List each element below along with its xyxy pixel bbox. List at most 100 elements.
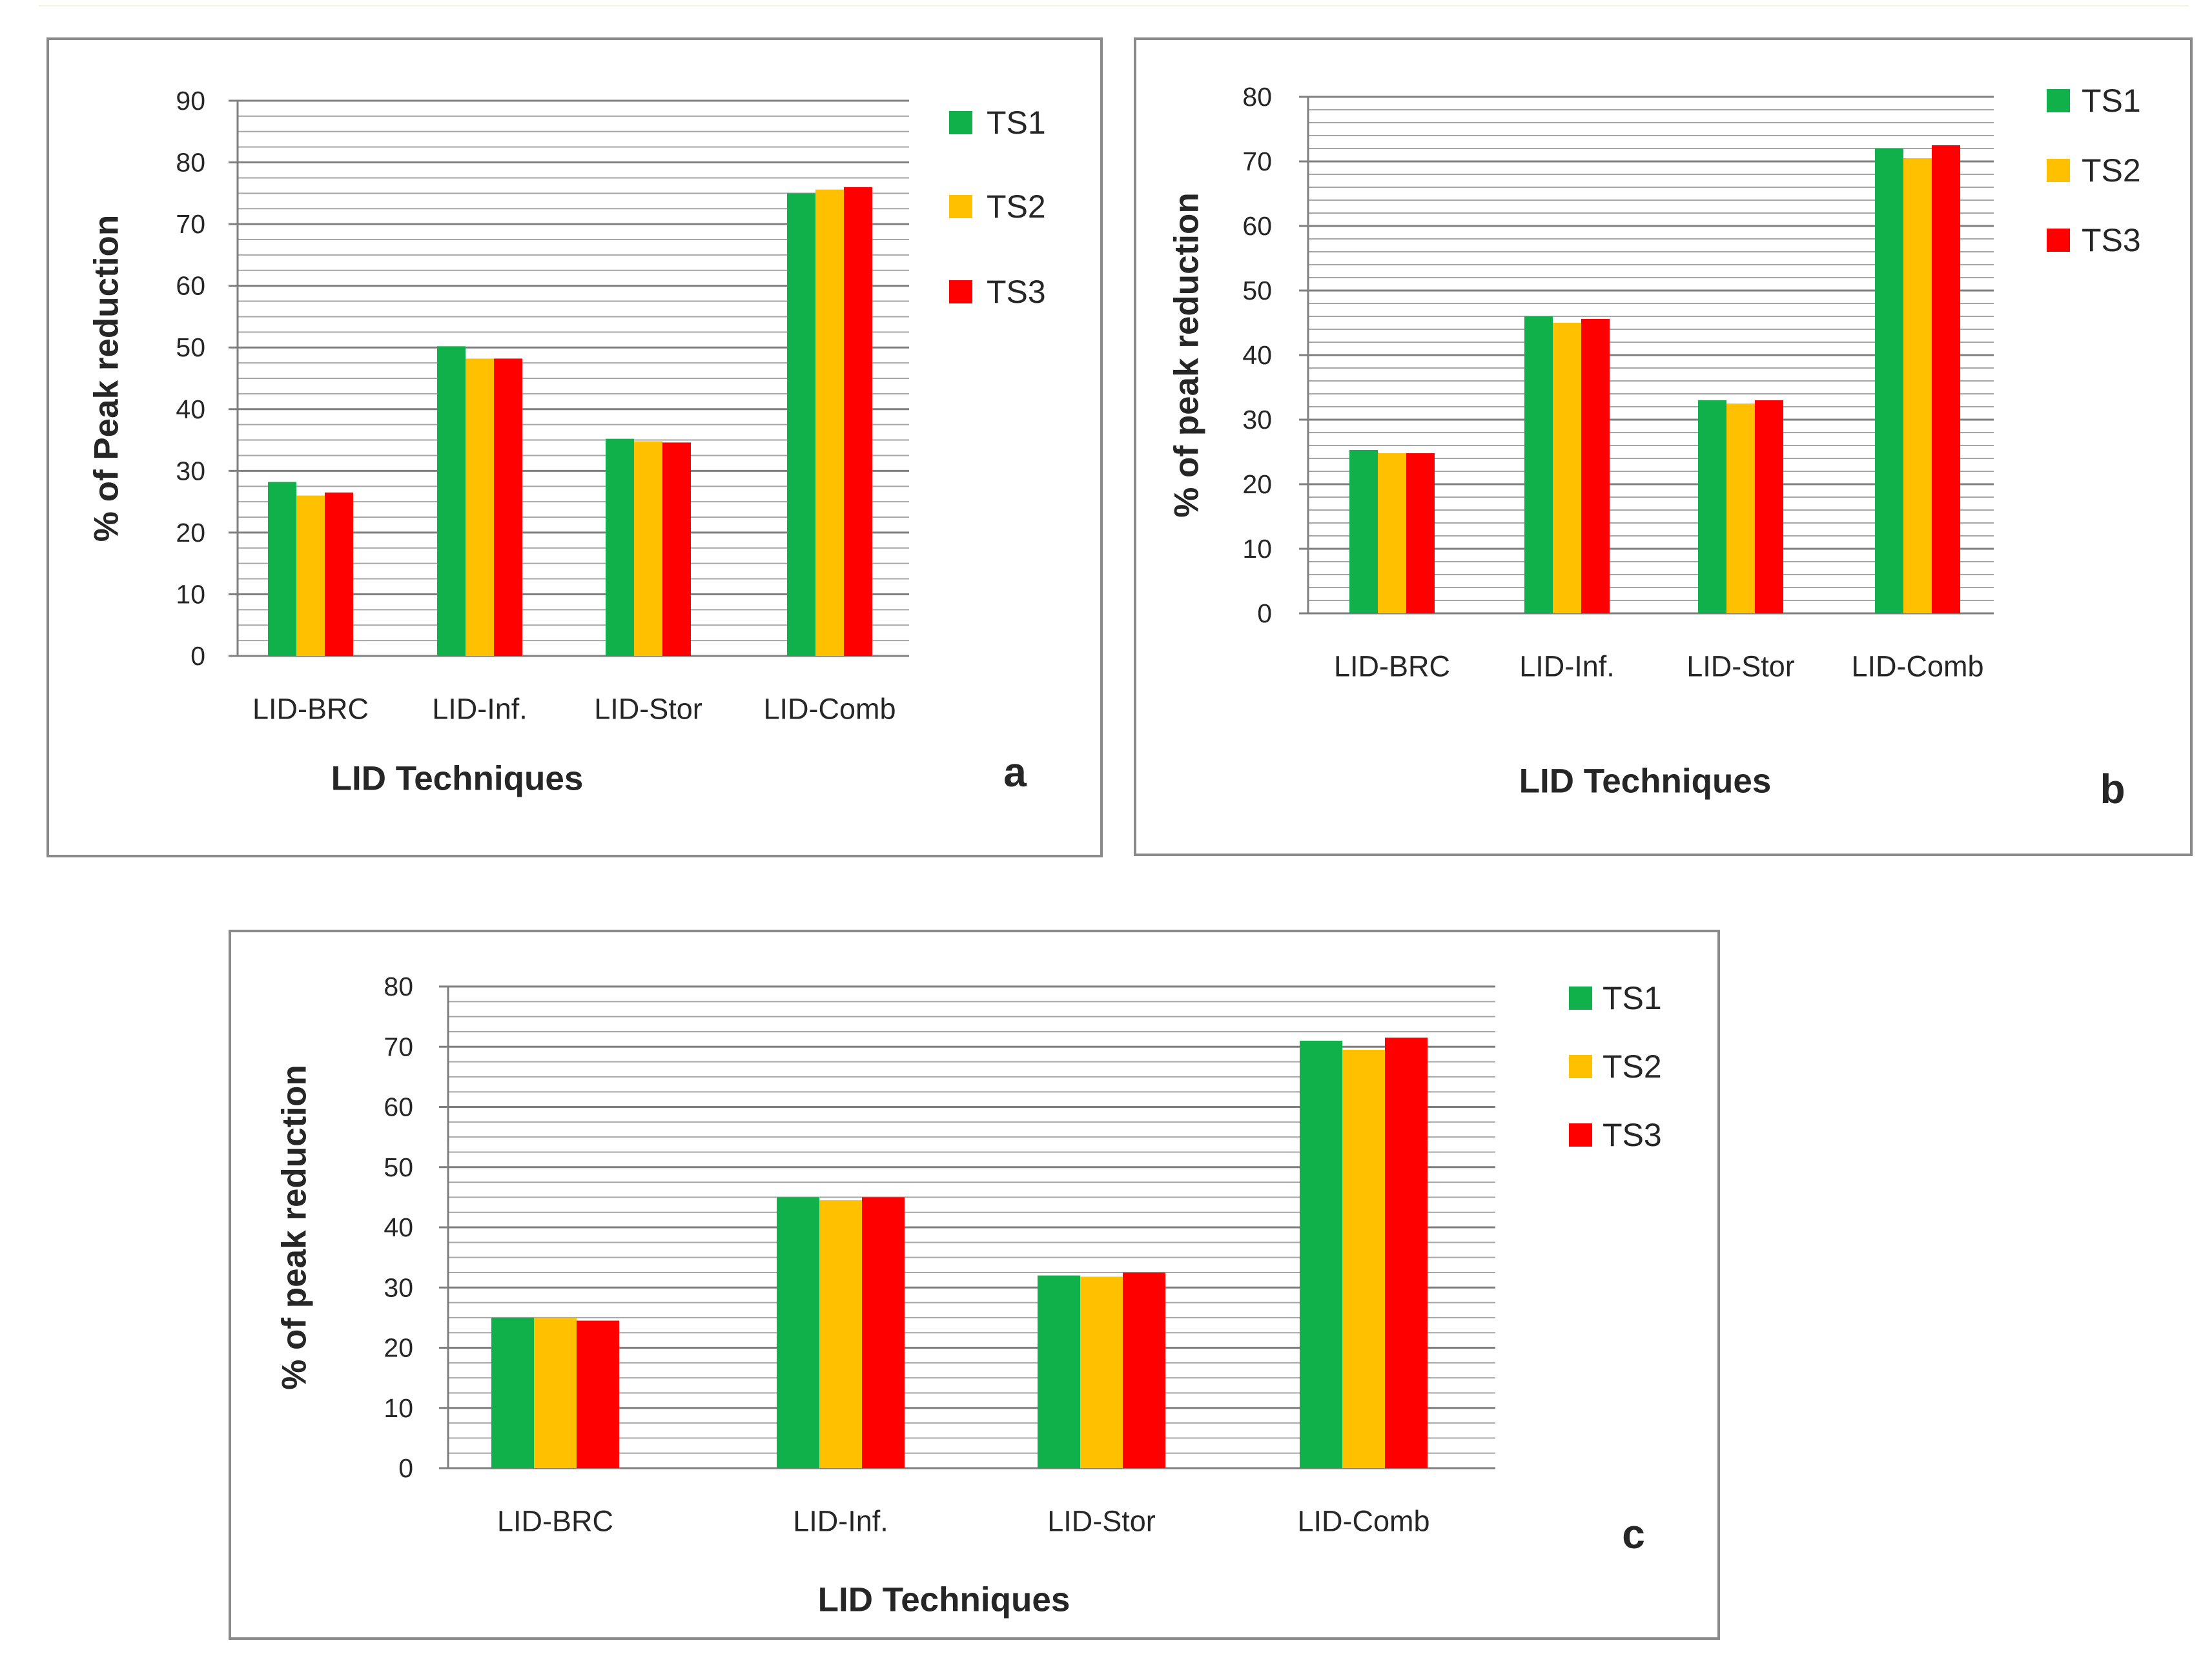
- bar-ts2-lid-comb: [1342, 1049, 1385, 1468]
- legend-swatch-ts3: [949, 280, 972, 303]
- top-divider: [39, 5, 2189, 6]
- legend-label-ts1: TS1: [987, 105, 1046, 141]
- x-category-label: LID-BRC: [252, 693, 369, 726]
- y-tick-label: 0: [1257, 598, 1272, 628]
- legend-swatch-ts2: [949, 195, 972, 218]
- bar-ts3-lid-inf: [494, 358, 522, 656]
- x-category-label: LID-Comb: [1297, 1505, 1429, 1538]
- y-tick-label: 70: [384, 1032, 413, 1061]
- chart-panel-a: 0 10 20 30 40 50 60 70 80 90 LID-BRC LID-Inf. LID-St…: [88, 86, 1046, 798]
- bar-ts3-lid-brc: [577, 1320, 619, 1468]
- bar-ts2-lid-comb: [815, 189, 844, 657]
- legend-swatch-ts1: [1569, 987, 1592, 1010]
- y-tick-label: 40: [1242, 340, 1272, 370]
- y-tick-label: 60: [384, 1092, 413, 1122]
- y-tick-label: 0: [190, 641, 205, 671]
- x-axis-title: LID Techniques: [1519, 762, 1772, 801]
- bar-ts2-lid-comb: [1903, 158, 1932, 613]
- y-tick-label: 60: [1242, 211, 1272, 241]
- bar-ts2-lid-brc: [1378, 453, 1406, 613]
- legend-label-ts3: TS3: [987, 274, 1046, 310]
- legend-label-ts1: TS1: [1603, 980, 1662, 1016]
- y-tick-label: 50: [1242, 276, 1272, 305]
- panel-letter: c: [1622, 1511, 1645, 1557]
- x-category-label: LID-BRC: [497, 1505, 613, 1538]
- bar-ts3-lid-inf: [862, 1197, 905, 1468]
- y-tick-label: 70: [176, 209, 205, 239]
- bar-ts1-lid-stor: [606, 438, 634, 656]
- bar-ts2-lid-brc: [296, 495, 325, 656]
- chart-panel-c: 0 10 20 30 40 50 60 70 80 LID-BRC LID-Inf. LID-Stor…: [276, 972, 1662, 1619]
- bar-ts2-lid-stor: [1080, 1276, 1123, 1468]
- bar-ts1-lid-stor: [1038, 1275, 1080, 1468]
- x-category-label: LID-Stor: [1686, 650, 1795, 683]
- bar-ts2-lid-stor: [634, 441, 662, 656]
- bar-ts1-lid-comb: [1300, 1040, 1342, 1468]
- y-tick-label: 20: [384, 1333, 413, 1363]
- panel-letter: a: [1003, 749, 1027, 795]
- bar-ts3-lid-comb: [844, 187, 872, 656]
- legend-swatch-ts2: [2047, 159, 2070, 182]
- y-tick-label: 40: [384, 1212, 413, 1242]
- bar-ts1-lid-stor: [1698, 400, 1726, 613]
- y-tick-label: 70: [1242, 147, 1272, 176]
- bar-ts2-lid-inf: [466, 358, 494, 656]
- y-tick-label: 0: [398, 1453, 413, 1483]
- bar-ts1-lid-inf: [1524, 316, 1553, 613]
- legend-swatch-ts2: [1569, 1055, 1592, 1078]
- y-tick-label: 30: [1242, 405, 1272, 435]
- x-category-label: LID-Comb: [763, 693, 896, 726]
- y-tick-label: 50: [176, 332, 205, 362]
- bar-ts2-lid-inf: [1553, 323, 1581, 613]
- legend-swatch-ts1: [2047, 89, 2070, 112]
- y-tick-label: 10: [176, 579, 205, 609]
- legend-swatch-ts3: [2047, 229, 2070, 252]
- legend-label-ts2: TS2: [1603, 1048, 1662, 1085]
- bar-ts2-lid-brc: [534, 1317, 577, 1468]
- bar-ts1-lid-brc: [1349, 450, 1378, 613]
- y-tick-label: 20: [176, 518, 205, 547]
- x-category-label: LID-Stor: [594, 693, 702, 726]
- bar-ts3-lid-brc: [1406, 453, 1435, 613]
- y-tick-label: 30: [176, 456, 205, 486]
- legend-swatch-ts1: [949, 111, 972, 134]
- y-tick-label: 10: [1242, 534, 1272, 564]
- bar-ts2-lid-inf: [819, 1200, 862, 1468]
- bar-ts1-lid-inf: [437, 346, 466, 656]
- y-axis-title: % of peak reduction: [276, 1065, 314, 1390]
- y-tick-label: 80: [1242, 82, 1272, 112]
- y-tick-label: 40: [176, 394, 205, 424]
- x-category-label: LID-Inf.: [793, 1505, 888, 1538]
- legend-label-ts3: TS3: [2082, 222, 2141, 258]
- legend-swatch-ts3: [1569, 1123, 1592, 1147]
- x-category-label: LID-Inf.: [1519, 650, 1615, 683]
- y-tick-label: 60: [176, 271, 205, 301]
- y-axis-title: % of peak reduction: [1168, 192, 1206, 518]
- bar-ts3-lid-stor: [1123, 1272, 1165, 1468]
- bar-ts3-lid-brc: [325, 492, 353, 656]
- y-tick-label: 20: [1242, 469, 1272, 499]
- bar-ts1-lid-brc: [268, 482, 296, 656]
- bar-ts1-lid-inf: [777, 1197, 819, 1468]
- bar-ts1-lid-brc: [491, 1317, 534, 1468]
- bar-ts1-lid-comb: [787, 193, 815, 656]
- panel-letter: b: [2100, 766, 2125, 812]
- y-tick-label: 80: [176, 148, 205, 178]
- y-tick-label: 90: [176, 86, 205, 116]
- bar-ts3-lid-comb: [1932, 145, 1960, 613]
- y-axis-title: % of Peak reduction: [88, 215, 126, 542]
- legend-label-ts3: TS3: [1603, 1117, 1662, 1153]
- legend-label-ts1: TS1: [2082, 83, 2141, 119]
- bar-ts3-lid-stor: [1755, 400, 1783, 613]
- chart-panel-b: 0 10 20 30 40 50 60 70 80 LID-BRC LID-Inf. LID-Stor…: [1168, 82, 2141, 812]
- legend-label-ts2: TS2: [2082, 152, 2141, 189]
- bar-ts3-lid-inf: [1581, 319, 1610, 613]
- x-category-label: LID-BRC: [1334, 650, 1450, 683]
- x-axis-title: LID Techniques: [818, 1581, 1070, 1619]
- bar-ts3-lid-stor: [662, 442, 691, 656]
- bar-ts1-lid-comb: [1875, 148, 1903, 613]
- y-tick-label: 50: [384, 1152, 413, 1182]
- x-category-label: LID-Inf.: [432, 693, 527, 726]
